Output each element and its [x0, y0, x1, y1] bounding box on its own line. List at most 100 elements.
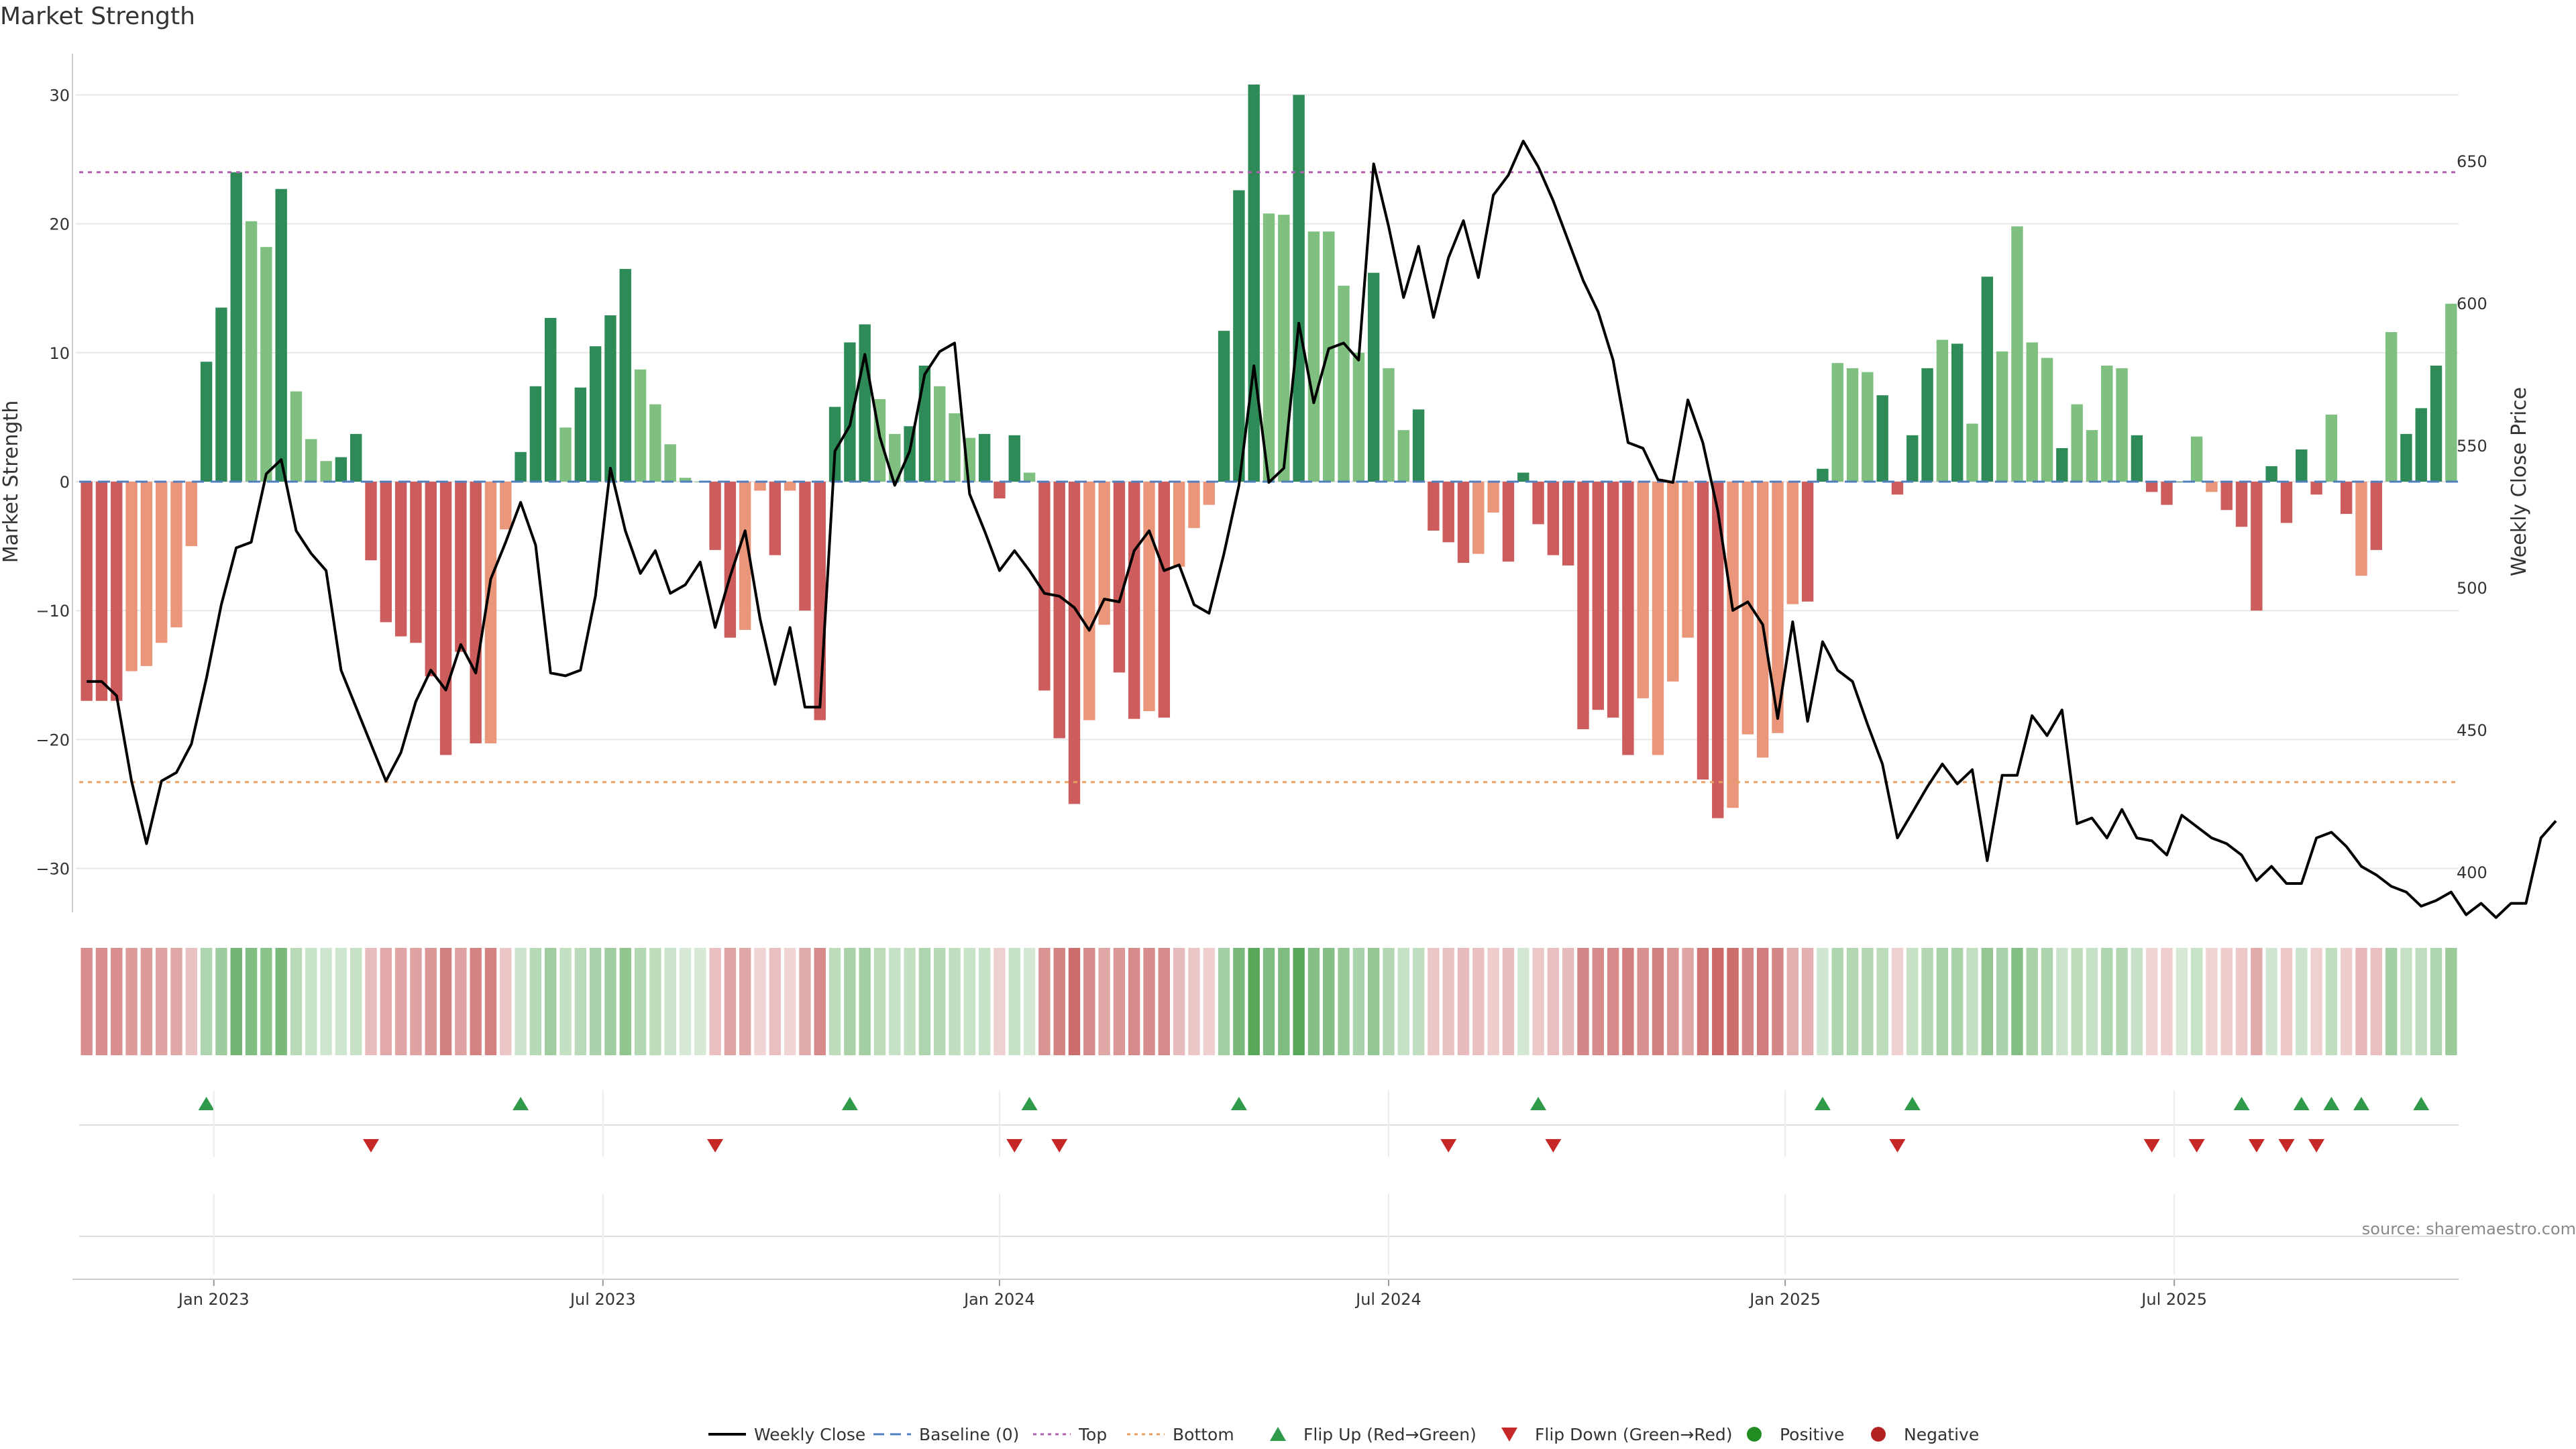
heat-cell	[2116, 948, 2128, 1055]
strength-bar	[2206, 482, 2218, 492]
flip-up-marker	[513, 1097, 529, 1110]
heat-cell	[1547, 948, 1560, 1055]
heat-cell	[380, 948, 392, 1055]
y2-tick-label: 550	[2457, 437, 2487, 455]
flip-down-marker	[363, 1139, 380, 1152]
flip-down-marker	[1006, 1139, 1023, 1152]
flip-down-marker	[2143, 1139, 2160, 1152]
heat-cell	[2385, 948, 2398, 1055]
strength-bar	[1278, 215, 1290, 482]
legend-item: Flip Down (Green→Red)	[1501, 1425, 1733, 1444]
heat-cell	[1846, 948, 1859, 1055]
flip-up-marker	[2353, 1097, 2369, 1110]
heat-cell	[2145, 948, 2158, 1055]
heat-cell	[1397, 948, 1409, 1055]
heat-cell	[1831, 948, 1843, 1055]
strength-bar	[2041, 358, 2053, 482]
heat-cell	[934, 948, 946, 1055]
strength-bar	[1367, 272, 1380, 482]
strength-bar	[2086, 430, 2098, 482]
strength-bar	[2415, 408, 2427, 482]
heat-cell	[1697, 948, 1709, 1055]
heat-cell	[1981, 948, 1993, 1055]
strength-bar	[1098, 482, 1110, 625]
strength-bar	[260, 247, 272, 482]
legend-swatch	[1871, 1427, 1886, 1442]
strength-bar	[1682, 482, 1694, 638]
strength-bar	[290, 391, 303, 482]
heat-cell	[709, 948, 721, 1055]
strength-bar	[1203, 482, 1215, 505]
strength-bar	[1352, 352, 1365, 482]
heat-cell	[455, 948, 467, 1055]
heat-cell	[2400, 948, 2412, 1055]
strength-bar	[2251, 482, 2263, 611]
strength-bar	[1487, 482, 1499, 513]
heat-cell	[2370, 948, 2383, 1055]
strength-bar	[320, 461, 332, 482]
heat-cell	[185, 948, 198, 1055]
strength-bar	[1831, 363, 1843, 482]
heat-cell	[545, 948, 557, 1055]
heat-cell	[2056, 948, 2068, 1055]
strength-bar	[1188, 482, 1200, 529]
strength-bar	[439, 482, 452, 755]
strength-bar	[1786, 482, 1799, 604]
strength-bar	[275, 189, 287, 482]
heat-cell	[305, 948, 317, 1055]
heat-cell	[784, 948, 796, 1055]
heat-cell	[2131, 948, 2143, 1055]
legend-item: Negative	[1871, 1425, 1979, 1444]
strength-bar	[1113, 482, 1126, 673]
heat-cell	[1487, 948, 1499, 1055]
strength-bar	[140, 482, 153, 666]
strength-bar	[1428, 482, 1440, 531]
strength-bar	[2011, 226, 2023, 482]
legend-item: Positive	[1747, 1425, 1844, 1444]
legend-item: Weekly Close	[708, 1425, 865, 1444]
heat-cell	[1188, 948, 1200, 1055]
heat-cell	[1352, 948, 1365, 1055]
strength-bar	[1622, 482, 1634, 755]
strength-bar	[709, 482, 721, 550]
heat-cell	[1741, 948, 1754, 1055]
heat-cell	[1098, 948, 1110, 1055]
strength-bar	[934, 386, 946, 482]
heat-cell	[2445, 948, 2457, 1055]
flip-down-marker	[1440, 1139, 1457, 1152]
heat-cell	[904, 948, 916, 1055]
heat-cell	[679, 948, 692, 1055]
strength-bar	[918, 366, 931, 482]
heat-cell	[1772, 948, 1784, 1055]
strength-bar	[2190, 436, 2203, 482]
heat-cell	[1592, 948, 1604, 1055]
heat-cell	[1532, 948, 1544, 1055]
flip-up-marker	[2323, 1097, 2340, 1110]
heat-cell	[1577, 948, 1589, 1055]
strength-bar	[2296, 449, 2308, 482]
heat-cell	[769, 948, 782, 1055]
strength-bar	[1756, 482, 1769, 758]
strength-bar	[1158, 482, 1171, 718]
price-line-layer	[87, 140, 2557, 919]
x-tick-label: Jul 2024	[1354, 1290, 1421, 1309]
legend-item: Baseline (0)	[873, 1425, 1019, 1444]
strength-bar	[1233, 190, 1245, 482]
heat-cell	[500, 948, 512, 1055]
strength-bar	[2131, 435, 2143, 482]
heat-cell	[664, 948, 676, 1055]
strength-bar	[484, 482, 497, 744]
heat-cell	[125, 948, 138, 1055]
heat-cell	[200, 948, 213, 1055]
heat-cell	[1607, 948, 1619, 1055]
heat-cell	[799, 948, 811, 1055]
strength-bar	[634, 369, 647, 482]
heat-cell	[1996, 948, 2008, 1055]
strength-bar	[245, 221, 258, 482]
flip-up-marker	[1814, 1097, 1831, 1110]
heat-cell	[649, 948, 661, 1055]
legend-label: Flip Up (Red→Green)	[1303, 1425, 1477, 1444]
strength-bar	[1457, 482, 1470, 564]
heat-cell	[320, 948, 332, 1055]
